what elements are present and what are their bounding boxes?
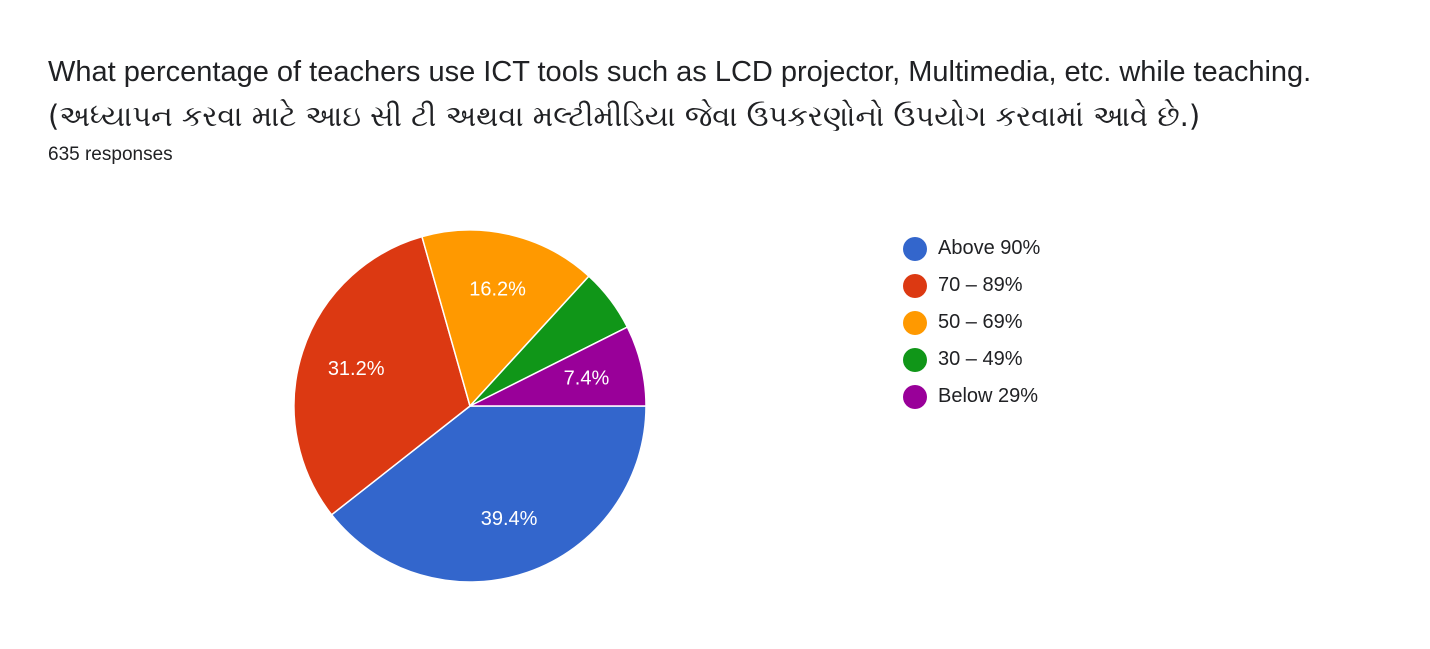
legend-swatch <box>903 347 927 372</box>
chart-header: What percentage of teachers use ICT tool… <box>48 50 1408 168</box>
legend-label: Above 90% <box>938 237 1041 259</box>
slice-label-4: 7.4% <box>564 367 610 389</box>
legend-label: 70 – 89% <box>938 274 1023 296</box>
legend-swatch <box>903 384 927 409</box>
slice-label-2: 16.2% <box>469 279 526 301</box>
pie-slice-4[interactable] <box>469 326 647 407</box>
pie-slice-2[interactable] <box>421 229 590 408</box>
legend-label: Below 29% <box>938 385 1039 407</box>
chart-legend: Above 90% 70 – 89% 50 – 69% 30 – 49% Below 2… <box>903 230 1040 415</box>
legend-swatch <box>903 236 927 261</box>
chart-subtitle: (અધ્યાપન કરવા માટે આઇ સી ટી અથવા મલ્ટીમી… <box>48 99 1201 133</box>
chart-title: What percentage of teachers use ICT tool… <box>48 56 1312 88</box>
legend-item[interactable]: Above 90% <box>903 230 1040 267</box>
pie-slice-0[interactable] <box>330 405 647 583</box>
pie-chart: 39.4% 31.2% 16.2% 7.4% <box>293 229 647 583</box>
pie-slice-1[interactable] <box>293 235 471 516</box>
legend-label: 30 – 49% <box>938 348 1023 370</box>
legend-swatch <box>903 273 927 298</box>
legend-label: 50 – 69% <box>938 311 1023 333</box>
response-count: 635 responses <box>48 144 173 165</box>
legend-item[interactable]: 30 – 49% <box>903 341 1040 378</box>
slice-label-1: 31.2% <box>328 358 385 380</box>
legend-item[interactable]: 70 – 89% <box>903 267 1040 304</box>
legend-swatch <box>903 310 927 335</box>
slice-label-0: 39.4% <box>481 508 538 530</box>
legend-item[interactable]: Below 29% <box>903 378 1040 415</box>
legend-item[interactable]: 50 – 69% <box>903 304 1040 341</box>
